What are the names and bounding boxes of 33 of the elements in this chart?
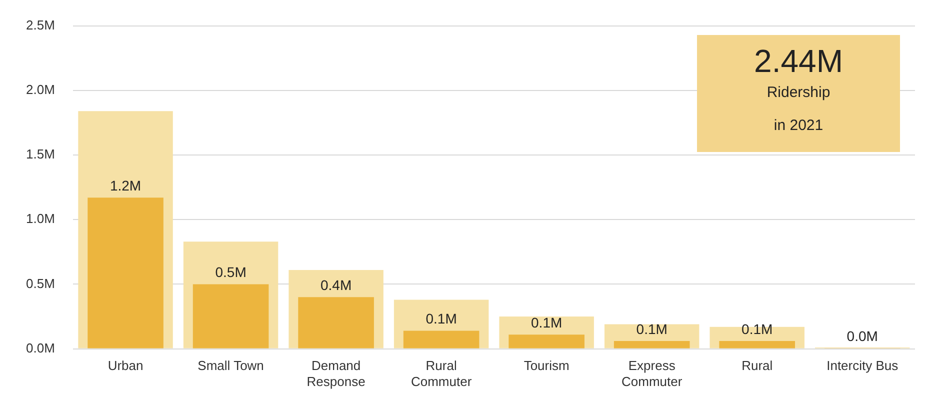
y-tick-label: 0.0M xyxy=(26,340,55,356)
data-label: 0.1M xyxy=(636,320,668,337)
annotation: Ridership xyxy=(766,84,832,101)
y-tick-label: 1.5M xyxy=(26,146,55,162)
callout-box: 2.44M Ridership in 2021 xyxy=(697,35,900,152)
bar xyxy=(403,330,480,348)
bar xyxy=(298,297,374,348)
y-tick-label: 0.5M xyxy=(26,276,55,291)
annotation: in 2021 xyxy=(772,117,824,134)
bar xyxy=(614,341,690,348)
y-tick-label: 2.5M xyxy=(26,17,55,32)
x-tick-label: Demand Response xyxy=(306,358,366,389)
bar xyxy=(192,284,269,348)
x-tick-label: Rural xyxy=(742,358,773,374)
data-label: 0.4M xyxy=(320,276,352,293)
x-tick-label: Rural Commuter xyxy=(410,358,472,389)
data-label: 0.1M xyxy=(742,320,773,337)
bar xyxy=(719,341,795,348)
x-tick-label: Intercity Bus xyxy=(826,358,899,374)
data-label: 0.1M xyxy=(426,310,457,327)
y-tick-label: 2.0M xyxy=(26,82,55,97)
y-tick-label: 1.0M xyxy=(26,211,55,226)
x-tick-label: Small Town xyxy=(198,358,264,374)
data-label: 1.2M xyxy=(110,177,142,194)
bar xyxy=(508,334,584,348)
data-label: 0.5M xyxy=(215,264,246,280)
data-label: 0.0M xyxy=(846,328,878,344)
data-label: 0.1M xyxy=(531,314,562,330)
x-tick-label: Express Commuter xyxy=(622,358,683,389)
x-tick-label: Tourism xyxy=(524,358,570,374)
x-tick-label: Urban xyxy=(108,358,144,374)
annotation: 2.44M xyxy=(753,43,844,79)
bar xyxy=(88,198,164,348)
